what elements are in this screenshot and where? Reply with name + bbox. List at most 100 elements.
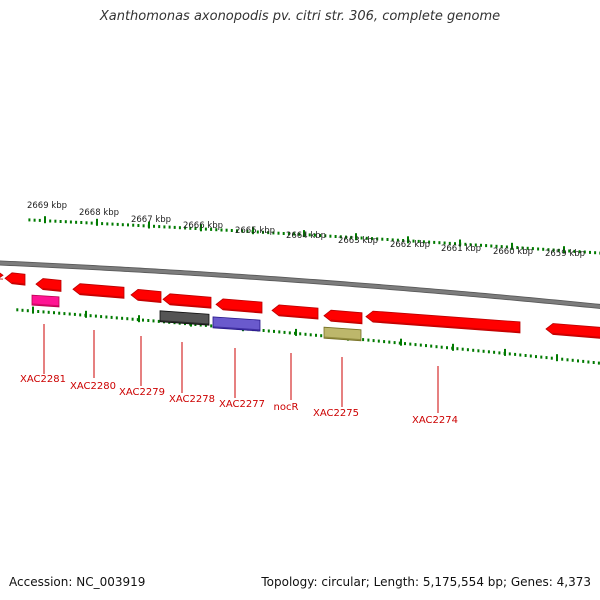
lower-minor-tick bbox=[524, 354, 527, 357]
lower-minor-tick bbox=[388, 340, 391, 344]
lower-minor-tick bbox=[398, 341, 401, 345]
gene-shadow bbox=[11, 282, 26, 285]
lower-minor-tick bbox=[273, 329, 275, 333]
lower-minor-tick bbox=[372, 339, 375, 343]
upper-major-tick bbox=[459, 239, 461, 247]
lower-minor-tick bbox=[571, 358, 574, 362]
lower-minor-tick bbox=[136, 318, 139, 322]
lower-minor-tick bbox=[461, 347, 464, 351]
gene-shadow bbox=[137, 298, 162, 303]
gene-shadow bbox=[79, 293, 125, 298]
upper-minor-tick bbox=[184, 226, 187, 230]
lower-minor-tick bbox=[204, 323, 207, 327]
upper-minor-tick bbox=[246, 229, 249, 233]
gene-label: XAC2281 bbox=[20, 374, 66, 385]
upper-minor-tick bbox=[80, 221, 83, 224]
lower-minor-tick bbox=[47, 310, 50, 314]
upper-minor-tick bbox=[313, 233, 316, 237]
upper-minor-tick bbox=[594, 251, 597, 255]
upper-minor-tick bbox=[106, 222, 109, 226]
lower-minor-tick bbox=[550, 356, 553, 360]
lower-minor-tick bbox=[514, 352, 517, 356]
upper-minor-tick bbox=[267, 231, 270, 235]
upper-minor-tick bbox=[194, 227, 197, 230]
lower-minor-tick bbox=[414, 343, 417, 347]
upper-minor-tick bbox=[324, 234, 327, 238]
upper-minor-tick bbox=[215, 228, 218, 232]
lower-minor-tick bbox=[147, 319, 150, 322]
gene-shadow bbox=[278, 314, 319, 319]
lower-minor-tick bbox=[73, 312, 76, 316]
lower-minor-tick bbox=[283, 330, 286, 334]
upper-major-tick bbox=[303, 230, 305, 238]
gene-label: XAC2279 bbox=[119, 387, 165, 398]
lower-minor-tick bbox=[288, 331, 291, 335]
upper-minor-tick bbox=[386, 238, 389, 241]
lower-minor-tick bbox=[419, 343, 422, 347]
lower-major-tick bbox=[295, 328, 297, 336]
upper-major-tick bbox=[355, 233, 357, 241]
ruler-label: 2665 kbp bbox=[235, 226, 275, 236]
gene-shadow bbox=[323, 336, 362, 341]
lower-minor-tick bbox=[299, 332, 302, 336]
lower-minor-tick bbox=[587, 360, 590, 364]
gene-label: XAC2275 bbox=[313, 408, 359, 419]
ruler-label: 2662 kbp bbox=[390, 240, 430, 250]
upper-minor-tick bbox=[573, 249, 576, 253]
lower-minor-tick bbox=[68, 312, 71, 316]
lower-minor-tick bbox=[472, 348, 475, 352]
upper-minor-tick bbox=[334, 235, 337, 238]
upper-minor-tick bbox=[28, 218, 31, 222]
upper-minor-tick bbox=[474, 243, 477, 247]
upper-minor-tick bbox=[350, 235, 353, 239]
upper-minor-tick bbox=[298, 232, 301, 236]
lower-major-tick bbox=[138, 315, 140, 323]
lower-minor-tick bbox=[362, 338, 365, 342]
upper-minor-tick bbox=[204, 227, 207, 231]
gene-shadow bbox=[212, 326, 261, 331]
gene-shadow bbox=[31, 303, 60, 307]
lower-minor-tick bbox=[42, 310, 45, 314]
genome-backbone bbox=[0, 260, 600, 309]
ruler-label: 2660 kbp bbox=[493, 247, 533, 257]
upper-minor-tick bbox=[464, 242, 467, 246]
ruler-label: 2661 kbp bbox=[441, 244, 481, 254]
upper-minor-tick bbox=[319, 234, 322, 237]
ruler-label: 2659 kbp bbox=[545, 249, 585, 259]
upper-minor-tick bbox=[230, 229, 233, 232]
lower-major-tick bbox=[504, 348, 506, 356]
upper-minor-tick bbox=[547, 248, 550, 252]
lower-minor-tick bbox=[477, 349, 480, 353]
upper-minor-tick bbox=[365, 236, 368, 240]
ruler-labels: 2669 kbp 2668 kbp 2667 kbp 2666 kbp 2665 kbp… bbox=[27, 201, 585, 259]
lower-minor-tick bbox=[26, 309, 29, 313]
upper-minor-tick bbox=[75, 220, 78, 224]
gene-shadow bbox=[42, 287, 62, 292]
upper-minor-tick bbox=[142, 224, 145, 228]
upper-minor-tick bbox=[153, 224, 155, 228]
upper-minor-tick bbox=[448, 241, 451, 245]
gene-feature bbox=[4, 272, 26, 286]
upper-minor-tick bbox=[371, 237, 373, 241]
upper-major-tick bbox=[44, 216, 46, 224]
upper-minor-tick bbox=[438, 241, 441, 245]
upper-minor-tick bbox=[137, 224, 140, 227]
lower-minor-tick bbox=[582, 359, 585, 363]
lower-minor-tick bbox=[435, 345, 438, 349]
upper-minor-tick bbox=[552, 248, 555, 252]
lower-minor-tick bbox=[446, 346, 448, 350]
upper-minor-tick bbox=[225, 228, 228, 232]
upper-minor-tick bbox=[480, 243, 482, 247]
lower-minor-tick bbox=[53, 311, 55, 315]
lower-minor-tick bbox=[466, 348, 469, 352]
upper-major-tick bbox=[200, 224, 202, 232]
ruler-label: 2667 kbp bbox=[131, 215, 171, 225]
upper-minor-tick bbox=[376, 237, 379, 241]
gene-label-leaders bbox=[43, 324, 439, 413]
lower-minor-tick bbox=[508, 352, 511, 356]
upper-minor-tick bbox=[542, 247, 545, 251]
gene-shadow bbox=[552, 332, 600, 339]
upper-minor-tick bbox=[49, 219, 52, 223]
upper-minor-tick bbox=[241, 229, 244, 233]
upper-minor-tick bbox=[345, 235, 347, 239]
